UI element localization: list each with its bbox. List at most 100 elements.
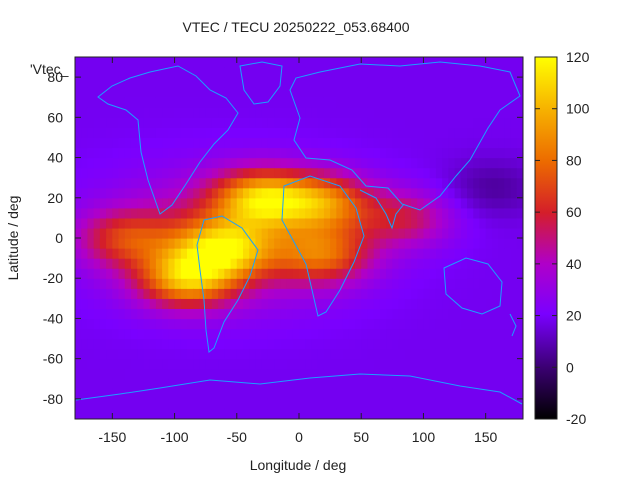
heatmap-cell (218, 127, 225, 139)
heatmap-cell (199, 298, 207, 309)
heatmap-cell (336, 57, 344, 68)
heatmap-cell (367, 338, 375, 350)
heatmap-cell (106, 328, 113, 340)
heatmap-cell (404, 77, 412, 88)
heatmap-cell (510, 408, 518, 419)
heatmap-cell (236, 137, 244, 149)
heatmap-cell (243, 77, 250, 88)
heatmap-cell (249, 147, 257, 159)
heatmap-cell (379, 127, 387, 139)
heatmap-cell (230, 107, 238, 118)
heatmap-cell (81, 348, 89, 360)
heatmap-cell (137, 268, 145, 279)
heatmap-cell (162, 288, 169, 299)
heatmap-cell (348, 67, 356, 78)
heatmap-cell (243, 248, 250, 259)
heatmap-cell (348, 328, 356, 340)
heatmap-cell (504, 87, 512, 98)
heatmap-cell (106, 238, 113, 249)
heatmap-cell (187, 177, 194, 189)
heatmap-cell (199, 258, 207, 269)
heatmap-cell (137, 368, 145, 380)
heatmap-cell (292, 147, 300, 159)
heatmap-cell (355, 308, 362, 320)
heatmap-cell (330, 348, 337, 360)
heatmap-cell (218, 368, 225, 380)
heatmap-cell (131, 318, 138, 330)
heatmap-cell (435, 77, 443, 88)
heatmap-cell (404, 308, 412, 320)
chart-title: VTEC / TECU 20250222_053.68400 (182, 19, 409, 35)
heatmap-cell (516, 227, 523, 239)
heatmap-cell (311, 308, 319, 320)
heatmap-cell (379, 248, 387, 259)
heatmap-cell (479, 217, 487, 229)
heatmap-cell (498, 227, 505, 239)
heatmap-cell (323, 157, 331, 169)
heatmap-cell (180, 308, 188, 320)
heatmap-cell (87, 388, 95, 400)
colorbar-tick-label: -20 (566, 411, 586, 427)
heatmap-cell (155, 238, 163, 249)
heatmap-cell (348, 408, 356, 419)
heatmap-cell (199, 177, 207, 189)
heatmap-cell (143, 177, 151, 189)
heatmap-cell (479, 278, 487, 289)
heatmap-cell (87, 127, 95, 139)
heatmap-cell (155, 87, 163, 98)
heatmap-cell (255, 278, 263, 289)
heatmap-cell (379, 147, 387, 159)
y-tick-label: 20 (47, 190, 63, 206)
heatmap-cell (280, 248, 288, 259)
heatmap-cell (243, 117, 250, 128)
heatmap-cell (131, 258, 138, 269)
heatmap-cell (187, 207, 194, 219)
heatmap-cell (93, 238, 101, 249)
heatmap-cell (112, 157, 120, 169)
heatmap-cell (423, 157, 431, 169)
heatmap-cell (224, 147, 232, 159)
heatmap-cell (81, 268, 89, 279)
heatmap-cell (193, 97, 201, 108)
heatmap-cell (112, 107, 120, 118)
heatmap-cell (224, 248, 232, 259)
heatmap-cell (106, 227, 113, 239)
heatmap-cell (230, 87, 238, 98)
heatmap-cell (336, 388, 344, 400)
heatmap-cell (106, 288, 113, 299)
heatmap-cell (454, 248, 462, 259)
heatmap-cell (473, 348, 481, 360)
heatmap-cell (261, 227, 269, 239)
heatmap-cell (124, 268, 132, 279)
heatmap-cell (236, 117, 244, 128)
heatmap-cell (429, 408, 437, 419)
heatmap-cell (411, 408, 418, 419)
heatmap-cell (404, 107, 412, 118)
heatmap-cell (417, 348, 425, 360)
heatmap-cell (336, 368, 344, 380)
heatmap-cell (187, 227, 194, 239)
heatmap-cell (211, 398, 219, 410)
heatmap-cell (491, 398, 499, 410)
heatmap-cell (299, 97, 306, 108)
heatmap-cell (292, 167, 300, 179)
heatmap-cell (112, 378, 120, 390)
heatmap-cell (491, 258, 499, 269)
heatmap-cell (404, 318, 412, 330)
x-tick-label: -100 (161, 429, 189, 445)
heatmap-cell (131, 288, 138, 299)
heatmap-cell (467, 238, 474, 249)
heatmap-cell (336, 268, 344, 279)
heatmap-cell (423, 278, 431, 289)
heatmap-cell (485, 107, 493, 118)
heatmap-cell (311, 348, 319, 360)
heatmap-cell (485, 137, 493, 149)
heatmap-cell (193, 308, 201, 320)
heatmap-cell (267, 147, 275, 159)
heatmap-cell (224, 217, 232, 229)
heatmap-cell (168, 358, 176, 370)
heatmap-cell (149, 408, 157, 419)
heatmap-cell (174, 258, 182, 269)
heatmap-cell (323, 288, 331, 299)
heatmap-cell (99, 177, 107, 189)
